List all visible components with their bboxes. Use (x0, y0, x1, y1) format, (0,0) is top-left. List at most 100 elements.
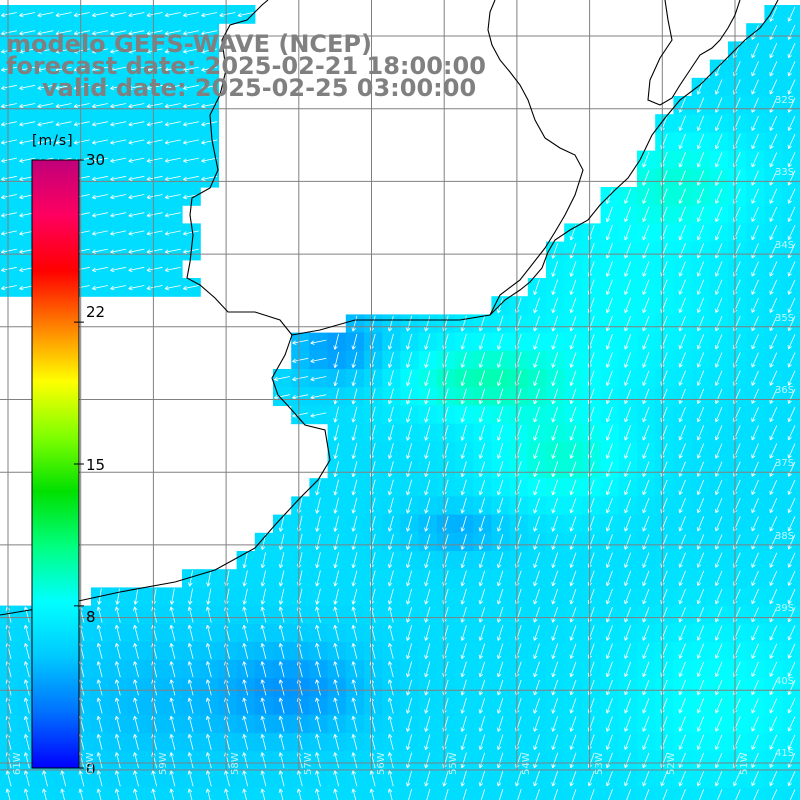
wind-arrow (678, 188, 686, 204)
wind-arrow (551, 261, 559, 277)
wind-arrow (642, 479, 650, 496)
wind-arrow (642, 661, 650, 678)
wind-arrow (260, 588, 266, 605)
wind-arrow (351, 679, 358, 696)
wind-arrow (460, 643, 467, 660)
wind-arrow (751, 370, 759, 386)
wind-arrow (551, 406, 559, 423)
wind-arrow (626, 789, 632, 800)
wind-arrow (787, 61, 796, 77)
wind-arrow (387, 770, 394, 787)
wind-arrow (496, 534, 504, 550)
wind-arrow (751, 552, 759, 568)
wind-cell (364, 787, 383, 800)
wind-arrow (569, 661, 577, 678)
wind-arrow (751, 534, 759, 550)
wind-arrow (769, 698, 778, 714)
wind-arrow (278, 624, 285, 641)
wind-cell (345, 787, 365, 800)
wind-arrow (696, 625, 705, 641)
wind-arrow (351, 588, 358, 605)
wind-arrow (605, 661, 613, 678)
wind-arrow (114, 606, 121, 623)
wind-arrow (696, 133, 705, 150)
wind-arrow (424, 479, 431, 496)
wind-arrow (333, 661, 340, 678)
wind-arrow (187, 661, 194, 678)
wind-arrow (187, 643, 194, 659)
wind-arrow (551, 552, 559, 568)
wind-arrow (533, 643, 540, 659)
wind-arrow (551, 661, 559, 678)
wind-arrow (315, 715, 321, 732)
wind-arrow (605, 588, 613, 605)
wind-arrow (496, 625, 504, 641)
wind-arrow (715, 170, 723, 186)
wind-arrow (351, 406, 358, 423)
wind-arrow (678, 406, 686, 423)
wind-arrow (146, 285, 163, 291)
wind-arrow (624, 607, 632, 623)
wind-arrow (751, 206, 759, 222)
wind-arrow (787, 316, 796, 332)
wind-arrow (787, 771, 796, 787)
wind-arrow (164, 12, 181, 18)
wind-arrow (460, 315, 467, 332)
wind-arrow (569, 698, 577, 714)
wind-arrow (351, 606, 358, 623)
wind-arrow (164, 121, 181, 127)
wind-arrow (110, 157, 127, 163)
wind-arrow (146, 84, 163, 91)
wind-arrow (387, 552, 394, 569)
wind-arrow (242, 661, 249, 678)
wind-arrow (787, 516, 796, 532)
wind-cell (72, 787, 92, 800)
wind-arrow (478, 552, 486, 568)
wind-arrow (496, 479, 504, 496)
wind-arrow (128, 139, 145, 145)
wind-arrow (169, 624, 176, 641)
wind-arrow (146, 48, 163, 54)
wind-arrow (569, 297, 577, 314)
wind-arrow (460, 388, 467, 405)
wind-arrow (408, 788, 413, 800)
wind-arrow (37, 48, 54, 54)
wind-arrow (787, 498, 796, 514)
wind-arrow (569, 479, 577, 496)
wind-arrow (128, 230, 145, 236)
wind-arrow (696, 152, 705, 168)
lat-label: 40S (775, 676, 795, 687)
wind-arrow (110, 66, 127, 72)
wind-arrow (424, 497, 431, 514)
wind-arrow (351, 552, 358, 569)
wind-arrow (187, 679, 194, 696)
colorbar-gradient (31, 159, 80, 769)
wind-arrow (274, 376, 290, 382)
wind-arrow (424, 606, 431, 623)
wind-arrow (624, 261, 632, 277)
wind-arrow (406, 679, 413, 696)
wind-arrow (787, 443, 796, 459)
wind-arrow (351, 443, 358, 459)
wind-arrow (128, 285, 145, 291)
wind-arrow (533, 370, 540, 386)
wind-arrow (533, 279, 540, 295)
wind-arrow (551, 588, 559, 605)
wind-cell (109, 787, 128, 800)
wind-arrow (242, 552, 248, 569)
wind-arrow (1, 230, 17, 236)
wind-arrow (678, 370, 686, 386)
wind-arrow (624, 661, 632, 678)
wind-arrow (406, 443, 413, 459)
wind-arrow (769, 479, 778, 495)
wind-arrow (642, 679, 650, 696)
wind-arrow (205, 624, 212, 641)
wind-arrow (608, 789, 613, 800)
wind-arrow (424, 588, 431, 605)
wind-arrow (533, 697, 540, 714)
wind-arrow (642, 698, 650, 714)
wind-arrow (751, 789, 759, 800)
wind-cell (254, 787, 274, 800)
wind-arrow (680, 789, 686, 800)
wind-arrow (183, 66, 199, 72)
